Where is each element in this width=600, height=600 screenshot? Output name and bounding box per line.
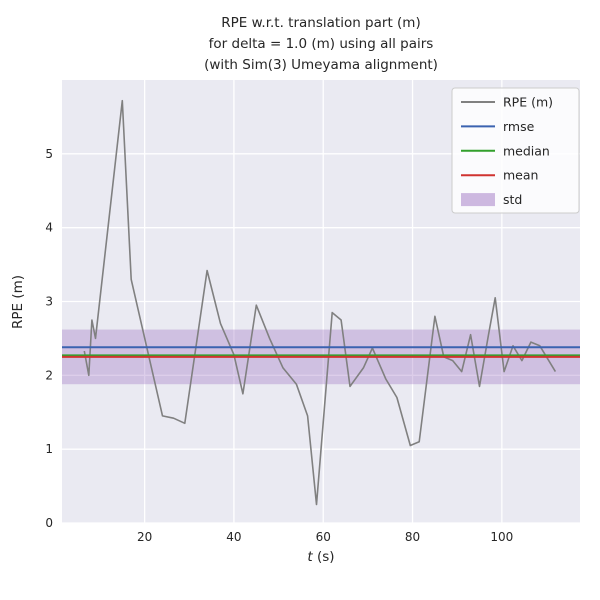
y-tick-label: 1 (45, 442, 53, 456)
x-tick-label: 80 (405, 530, 420, 544)
legend-label: std (503, 192, 522, 207)
legend-label: median (503, 143, 550, 158)
y-tick-label: 5 (45, 147, 53, 161)
rpe-series-line (83, 99, 557, 506)
x-axis-label-unit: (s) (312, 549, 335, 565)
chart-title-line-3: (with Sim(3) Umeyama alignment) (204, 56, 438, 73)
y-tick-label: 0 (45, 516, 53, 530)
chart-title: RPE w.r.t. translation part (m) for delt… (62, 13, 580, 76)
chart-title-line-1: RPE w.r.t. translation part (m) (221, 15, 421, 31)
legend-label: mean (503, 168, 538, 183)
x-axis-label-variable: t (307, 549, 313, 565)
x-tick-label: 40 (226, 530, 241, 544)
legend-box (451, 87, 580, 214)
legend-sample-std (461, 193, 495, 207)
legend-label: RPE (m) (503, 95, 553, 110)
x-tick-label: 20 (137, 530, 152, 544)
y-tick-label: 3 (45, 295, 53, 309)
chart-title-line-2: for delta = 1.0 (m) using all pairs (208, 35, 434, 52)
legend-label: rmse (503, 119, 535, 134)
y-axis-label: RPE (m) (10, 274, 26, 329)
y-tick-label: 2 (45, 368, 53, 382)
y-tick-label: 4 (45, 221, 53, 235)
x-axis-label: t (s) (62, 549, 580, 565)
x-tick-label: 100 (490, 530, 513, 544)
x-tick-label: 60 (316, 530, 331, 544)
